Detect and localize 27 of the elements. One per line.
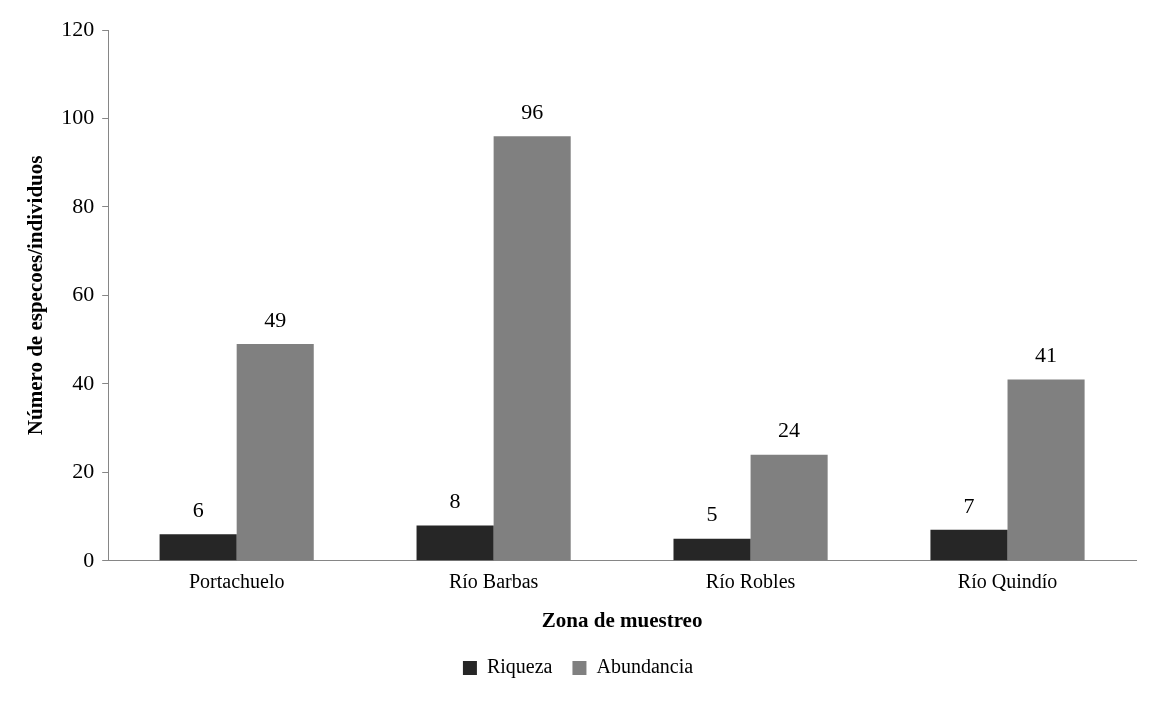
bar xyxy=(416,525,494,561)
y-tick-label: 120 xyxy=(61,15,95,41)
bar xyxy=(930,529,1008,561)
legend-label: Abundancia xyxy=(596,655,694,678)
x-tick-label: Portachuelo xyxy=(188,570,285,593)
y-tick-label: 80 xyxy=(72,192,95,218)
x-axis-title: Zona de muestreo xyxy=(541,607,703,632)
y-tick-label: 100 xyxy=(61,104,95,130)
x-tick-label: Río Quindío xyxy=(957,570,1058,593)
y-tick-label: 20 xyxy=(72,458,95,484)
data-label: 96 xyxy=(521,98,544,124)
data-label: 49 xyxy=(264,306,287,332)
y-tick-label: 0 xyxy=(83,546,95,572)
x-tick-label: Río Robles xyxy=(705,570,796,593)
y-axis-title: Número de especoes/individuos xyxy=(23,155,48,436)
data-label: 41 xyxy=(1035,342,1058,368)
bar xyxy=(159,534,237,561)
data-label: 6 xyxy=(192,497,204,523)
x-tick-label: Río Barbas xyxy=(448,570,539,593)
legend-label: Riqueza xyxy=(486,655,553,679)
data-label: 5 xyxy=(706,501,718,527)
bar xyxy=(673,538,751,561)
y-tick-label: 40 xyxy=(72,369,95,395)
data-label: 7 xyxy=(963,492,975,518)
y-tick-label: 60 xyxy=(72,281,95,307)
data-label: 24 xyxy=(778,417,801,443)
data-label: 8 xyxy=(449,488,461,514)
